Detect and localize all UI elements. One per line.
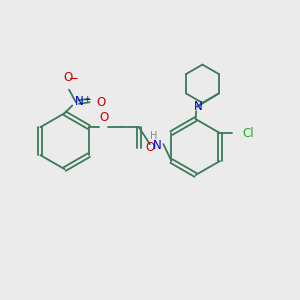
Text: Cl: Cl xyxy=(242,127,254,140)
Text: O: O xyxy=(96,95,106,109)
Text: −: − xyxy=(69,72,79,85)
Text: N: N xyxy=(194,100,203,113)
Text: N: N xyxy=(153,139,162,152)
Text: O: O xyxy=(99,111,108,124)
Text: O: O xyxy=(63,71,72,84)
Text: N: N xyxy=(75,95,84,108)
Text: H: H xyxy=(150,131,158,141)
Text: +: + xyxy=(82,94,90,103)
Text: O: O xyxy=(146,141,154,154)
